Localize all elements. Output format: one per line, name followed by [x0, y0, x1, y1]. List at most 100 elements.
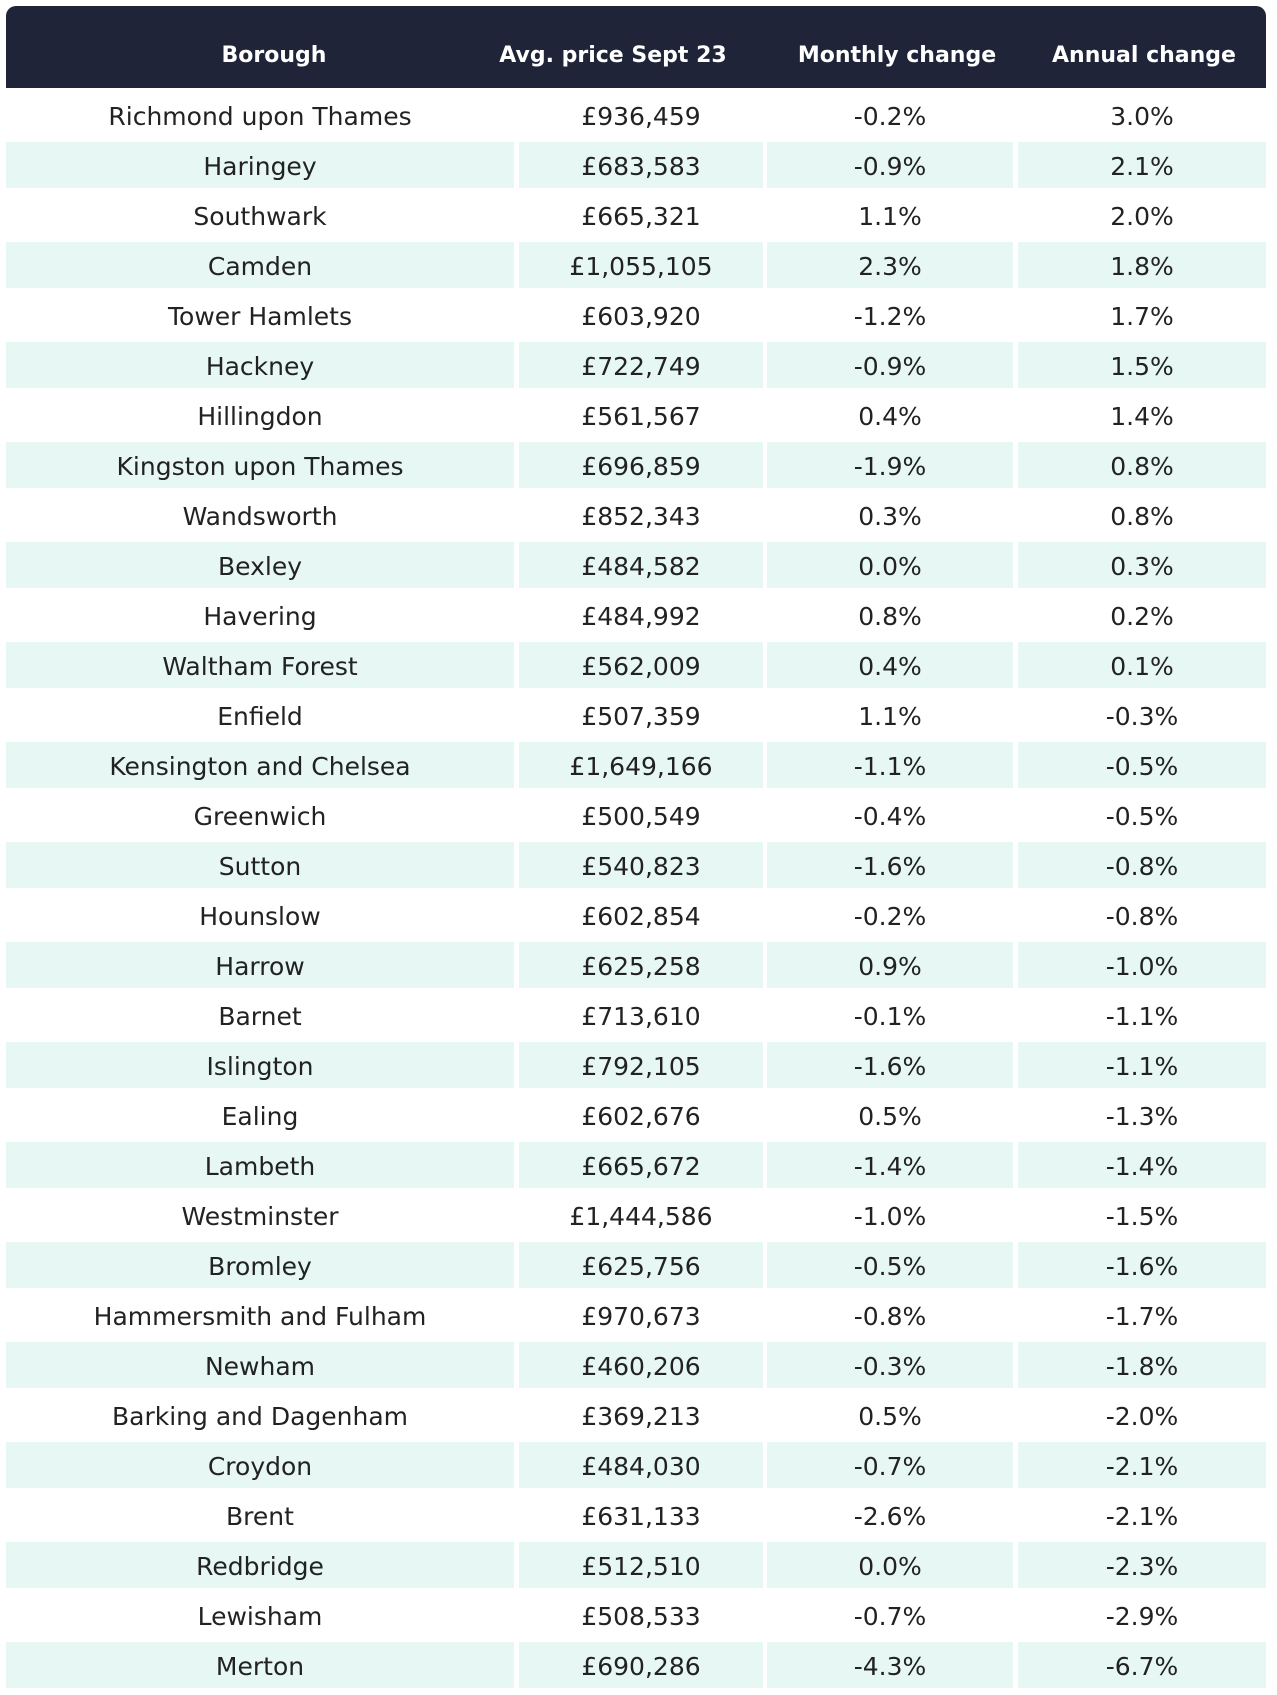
table-cell: Barking and Dagenham: [112, 1402, 408, 1431]
table-cell: -1.1%: [1105, 1002, 1179, 1031]
table-cell: 1.4%: [1110, 402, 1174, 431]
table-cell: -0.3%: [767, 1342, 1013, 1388]
table-cell: -2.1%: [1105, 1502, 1179, 1531]
table-cell: 1.1%: [858, 202, 922, 231]
table-cell: £1,444,586: [569, 1202, 713, 1231]
table-cell: £512,510: [519, 1542, 763, 1588]
table-cell: £460,206: [519, 1342, 763, 1388]
table-cell: -0.9%: [767, 342, 1013, 388]
header-cell: Monthly change: [797, 43, 997, 68]
table-cell: Hillingdon: [197, 402, 323, 431]
table-cell: -0.5%: [1018, 742, 1266, 788]
table-cell: £507,359: [581, 702, 701, 731]
table-cell: Lambeth: [6, 1142, 514, 1188]
table-cell: £696,859: [519, 442, 763, 488]
table-cell: -0.5%: [767, 1242, 1013, 1288]
table-cell: Haringey: [6, 142, 514, 188]
table-cell: Lewisham: [197, 1602, 323, 1631]
header-cell: Avg. price Sept 23: [499, 43, 727, 68]
table-cell: £602,854: [581, 902, 701, 931]
table-cell: -1.7%: [1105, 1302, 1179, 1331]
table-cell: Hackney: [6, 342, 514, 388]
table-cell: 0.8%: [858, 602, 922, 631]
table-cell: -1.4%: [1018, 1142, 1266, 1188]
table-cell: £1,055,105: [519, 242, 763, 288]
table-cell: £500,549: [581, 802, 701, 831]
table-cell: 1.1%: [858, 702, 922, 731]
table-cell: £665,672: [519, 1142, 763, 1188]
table-cell: -1.4%: [767, 1142, 1013, 1188]
table-cell: -1.6%: [1018, 1242, 1266, 1288]
table-cell: -0.3%: [1105, 702, 1179, 731]
table-cell: -0.5%: [1105, 802, 1179, 831]
table-cell: Wandsworth: [182, 502, 338, 531]
table-cell: Southwark: [193, 202, 327, 231]
table-cell: -0.9%: [767, 142, 1013, 188]
table-cell: £1,649,166: [519, 742, 763, 788]
table-cell: -4.3%: [767, 1642, 1013, 1688]
table-cell: £690,286: [519, 1642, 763, 1688]
table-header: [6, 6, 1266, 88]
table-cell: £631,133: [581, 1502, 701, 1531]
table-cell: -1.8%: [1018, 1342, 1266, 1388]
table-cell: 0.5%: [858, 1102, 922, 1131]
table-cell: Westminster: [181, 1202, 339, 1231]
table-cell: 0.0%: [767, 1542, 1013, 1588]
table-cell: -1.6%: [767, 1042, 1013, 1088]
table-cell: Merton: [6, 1642, 514, 1688]
table-cell: 0.9%: [767, 942, 1013, 988]
table-cell: 0.0%: [767, 542, 1013, 588]
table-cell: -2.1%: [1018, 1442, 1266, 1488]
table-cell: Islington: [6, 1042, 514, 1088]
table-cell: £562,009: [519, 642, 763, 688]
table-cell: Waltham Forest: [6, 642, 514, 688]
table-cell: Redbridge: [6, 1542, 514, 1588]
table-cell: Kensington and Chelsea: [6, 742, 514, 788]
table-cell: £602,676: [581, 1102, 701, 1131]
header-cell: Borough: [221, 43, 327, 68]
table-cell: £792,105: [519, 1042, 763, 1088]
table-cell: -1.5%: [1105, 1202, 1179, 1231]
table-cell: 0.3%: [858, 502, 922, 531]
table-cell: £369,213: [581, 1402, 701, 1431]
table-cell: Bromley: [6, 1242, 514, 1288]
table-cell: £540,823: [519, 842, 763, 888]
table-cell: -2.6%: [853, 1502, 927, 1531]
table-cell: Hammersmith and Fulham: [93, 1302, 427, 1331]
table-cell: -1.0%: [853, 1202, 927, 1231]
table-cell: -0.4%: [853, 802, 927, 831]
table-cell: £484,992: [581, 602, 701, 631]
table-cell: 0.1%: [1018, 642, 1266, 688]
table-cell: Havering: [203, 602, 317, 631]
table-cell: -0.7%: [767, 1442, 1013, 1488]
table-cell: -0.2%: [853, 102, 927, 131]
table-cell: £484,582: [519, 542, 763, 588]
table-cell: Hounslow: [199, 902, 321, 931]
table-cell: 3.0%: [1110, 102, 1174, 131]
table-cell: 1.8%: [1018, 242, 1266, 288]
table-cell: 2.1%: [1018, 142, 1266, 188]
table-cell: £603,920: [581, 302, 701, 331]
table-cell: Barnet: [218, 1002, 302, 1031]
table-cell: -0.7%: [853, 1602, 927, 1631]
table-cell: -1.1%: [767, 742, 1013, 788]
table-cell: -2.0%: [1105, 1402, 1179, 1431]
table-cell: 0.4%: [767, 642, 1013, 688]
table-cell: -1.0%: [1018, 942, 1266, 988]
table-cell: 2.0%: [1110, 202, 1174, 231]
header-cell: Annual change: [1052, 43, 1236, 68]
table-cell: -1.9%: [767, 442, 1013, 488]
table-cell: £713,610: [581, 1002, 701, 1031]
table-cell: -0.2%: [853, 902, 927, 931]
table-cell: Bexley: [6, 542, 514, 588]
table-cell: -1.3%: [1105, 1102, 1179, 1131]
table-cell: Croydon: [6, 1442, 514, 1488]
table-cell: £484,030: [519, 1442, 763, 1488]
table-cell: £683,583: [519, 142, 763, 188]
table-cell: £936,459: [581, 102, 701, 131]
table-cell: 0.4%: [858, 402, 922, 431]
table-cell: -0.1%: [853, 1002, 927, 1031]
table-cell: £970,673: [581, 1302, 701, 1331]
table-cell: £625,258: [519, 942, 763, 988]
